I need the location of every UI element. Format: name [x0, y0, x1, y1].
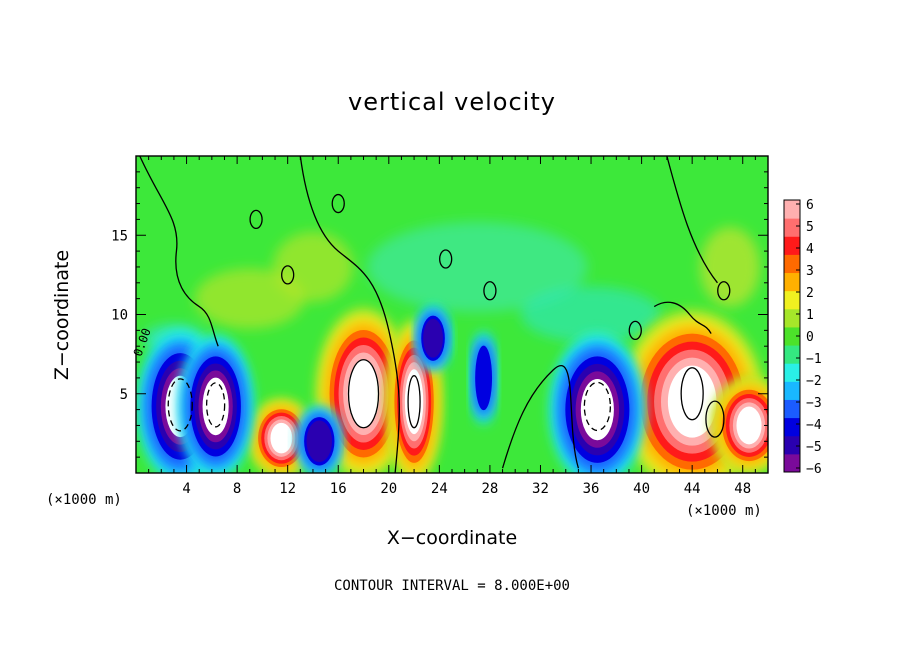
- x-tick-label: 48: [734, 481, 751, 497]
- zero-contour-mid: [299, 156, 400, 473]
- x-tick-label: 40: [633, 481, 650, 497]
- colorbar-swatch: [784, 363, 800, 382]
- colorbar-tick-label: 4: [806, 242, 814, 257]
- contour-small-loop-5: [628, 320, 642, 341]
- x-axis: 4 8 12 16 20 24 28 32 36 40 44 48: [148, 156, 756, 497]
- contour-small-loop-6: [717, 281, 731, 301]
- colorbar-swatch: [784, 381, 800, 400]
- zero-contour-west: [139, 156, 219, 347]
- x-tick-label: 8: [233, 481, 241, 497]
- velocity-field: [137, 221, 768, 473]
- y-tick-label: 5: [120, 387, 128, 403]
- contour-small-loop-0: [249, 209, 263, 230]
- x-tick-label: 36: [583, 481, 600, 497]
- colorbar-swatch: [784, 218, 800, 237]
- x-tick-label: 28: [481, 481, 498, 497]
- x-tick-label: 4: [182, 481, 190, 497]
- colorbar-swatch: [784, 200, 800, 219]
- updraft-cell-4: [711, 377, 768, 473]
- contour-small-loop-3: [439, 249, 453, 269]
- colorbar-tick-label: −3: [806, 396, 822, 411]
- colorbar-tick-label: −1: [806, 352, 822, 367]
- colorbar-swatch: [784, 236, 800, 255]
- colorbar-tick-label: 0: [806, 330, 814, 345]
- colorbar-tick-label: −4: [806, 418, 822, 433]
- x-tick-label: 24: [431, 481, 448, 497]
- colorbar-tick-label: 5: [806, 220, 814, 235]
- y-axis-label: Z−coordinate: [51, 249, 73, 381]
- region-weak-up: [194, 268, 305, 329]
- x-tick-label: 12: [279, 481, 296, 497]
- downdraft-cell-10: [471, 331, 497, 424]
- region-weak-up: [700, 226, 761, 307]
- contour-small-loop-2: [281, 265, 295, 285]
- contour-small-loop-4: [483, 281, 497, 301]
- colorbar-tick-label: 3: [806, 264, 814, 279]
- zero-contour-low: [501, 365, 580, 469]
- region-weak-up: [272, 231, 353, 302]
- region-weak-down: [521, 286, 662, 343]
- chart-title: vertical velocity: [348, 88, 556, 116]
- colorbar-tick-label: 1: [806, 308, 814, 323]
- x-tick-label: 20: [380, 481, 397, 497]
- colorbar-swatch: [784, 453, 800, 473]
- x-tick-label: 16: [330, 481, 347, 497]
- colorbar-swatch: [784, 399, 800, 419]
- colorbar-swatch: [784, 345, 800, 364]
- updraft-cell-1: [248, 399, 314, 473]
- x-tick-label: 44: [684, 481, 701, 497]
- x-unit-label-right: (×1000 m): [686, 503, 762, 519]
- colorbar-swatch: [784, 272, 800, 292]
- colorbar-tick-label: 2: [806, 286, 814, 301]
- contour-loop-2: [705, 400, 725, 438]
- updraft-cell-0: [316, 307, 412, 473]
- contour-small-loop-1: [331, 193, 345, 214]
- downdraft-cell-6: [178, 335, 254, 473]
- contour-loop-0: [347, 359, 380, 429]
- downdraft-cell-7: [549, 333, 645, 473]
- y-tick-label: 10: [111, 308, 128, 324]
- contour-loop-4: [205, 382, 226, 428]
- colorbar-tick-label: −6: [806, 462, 822, 477]
- colorbar-swatch: [784, 308, 800, 328]
- y-tick-label: 15: [111, 228, 128, 244]
- colorbar-swatch: [784, 435, 800, 455]
- colorbar-tick-label: −5: [806, 440, 822, 455]
- contour-loop-1: [680, 367, 704, 421]
- y-axis: 5 10 15: [111, 171, 768, 458]
- colorbar-tick-label: 6: [806, 198, 814, 213]
- region-weak-down: [367, 221, 588, 312]
- x-tick-label: 32: [532, 481, 549, 497]
- colorbar-swatch: [784, 254, 800, 274]
- contour-lines: [139, 156, 731, 473]
- colorbar: 6 5 4 3 2 1 0 −1 −2 −3 −4 −5 −6: [783, 198, 822, 477]
- x-unit-label-left: (×1000 m): [46, 492, 122, 508]
- colorbar-tick-label: −2: [806, 374, 822, 389]
- contour-loop-6: [407, 375, 421, 429]
- downdraft-cell-8: [296, 406, 342, 473]
- zero-contour-right: [666, 156, 718, 284]
- colorbar-swatch: [784, 290, 800, 310]
- zero-contour-east: [653, 301, 712, 334]
- contour-interval-note: CONTOUR INTERVAL = 8.000E+00: [333, 578, 570, 594]
- x-axis-label: X−coordinate: [386, 527, 518, 549]
- downdraft-cell-9: [415, 306, 451, 371]
- colorbar-swatch: [784, 417, 800, 437]
- contour-loop-5: [583, 381, 612, 432]
- updraft-cell-2: [386, 318, 442, 473]
- contour-loop-3: [167, 378, 193, 432]
- colorbar-swatch: [784, 326, 800, 346]
